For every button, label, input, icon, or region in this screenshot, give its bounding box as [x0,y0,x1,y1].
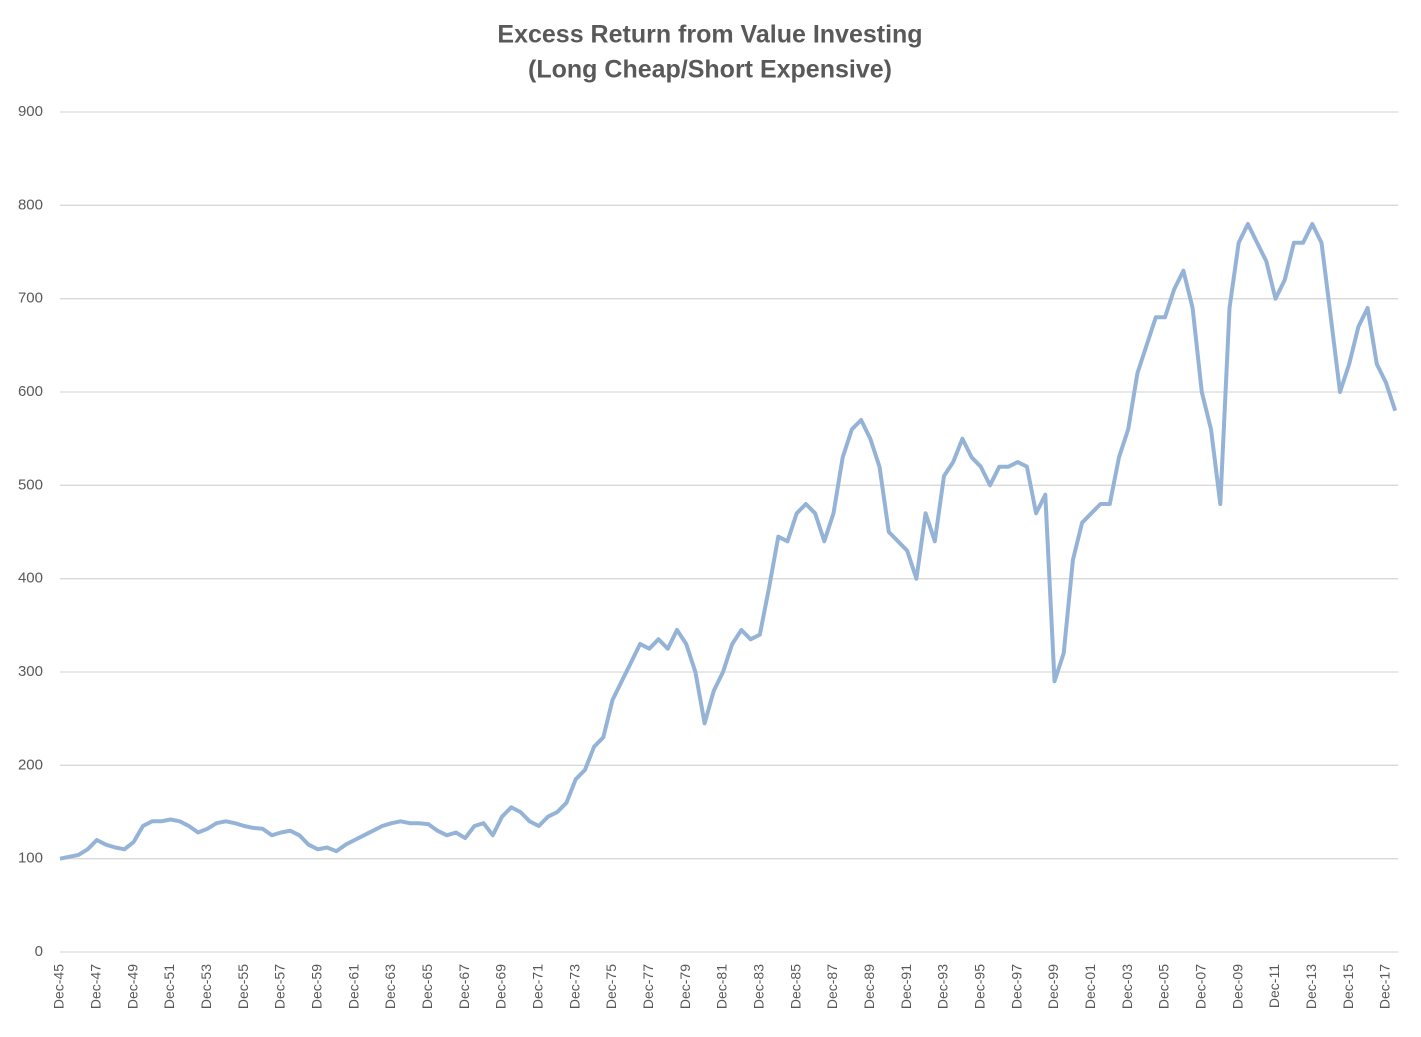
y-tick-label: 400 [18,570,43,587]
y-tick-label: 600 [18,383,43,400]
x-tick-label: Dec-07 [1193,964,1209,1009]
x-tick-label: Dec-87 [824,964,840,1009]
x-tick-label: Dec-09 [1229,964,1245,1009]
x-tick-label: Dec-47 [88,964,104,1009]
x-tick-label: Dec-67 [456,964,472,1009]
x-tick-label: Dec-59 [309,964,325,1009]
x-tick-label: Dec-95 [972,964,988,1009]
x-tick-label: Dec-13 [1303,964,1319,1009]
x-tick-label: Dec-11 [1266,964,1282,1008]
y-tick-label: 500 [18,476,43,493]
x-tick-label: Dec-97 [1008,964,1024,1009]
x-tick-label: Dec-81 [714,964,730,1009]
y-tick-label: 100 [18,850,43,867]
y-tick-label: 800 [18,196,43,213]
x-tick-label: Dec-75 [603,964,619,1009]
y-tick-label: 200 [18,756,43,773]
x-tick-label: Dec-57 [272,964,288,1009]
x-tick-label: Dec-73 [566,964,582,1009]
chart-title: Excess Return from Value Investing [497,21,922,49]
x-tick-label: Dec-63 [382,964,398,1009]
x-tick-label: Dec-77 [640,964,656,1009]
y-tick-label: 300 [18,663,43,680]
x-tick-label: Dec-61 [345,964,361,1009]
x-tick-label: Dec-53 [198,964,214,1009]
x-tick-label: Dec-17 [1377,964,1393,1009]
x-tick-label: Dec-65 [419,964,435,1009]
x-tick-label: Dec-71 [530,964,546,1009]
x-tick-label: Dec-49 [124,964,140,1009]
x-tick-label: Dec-83 [751,964,767,1009]
x-tick-label: Dec-79 [677,964,693,1009]
x-tick-label: Dec-05 [1156,964,1172,1009]
x-tick-label: Dec-01 [1082,964,1098,1009]
y-tick-label: 0 [35,943,43,960]
x-tick-label: Dec-55 [235,964,251,1009]
x-tick-label: Dec-91 [898,964,914,1009]
x-tick-label: Dec-85 [787,964,803,1009]
x-tick-label: Dec-99 [1045,964,1061,1009]
x-tick-label: Dec-89 [861,964,877,1009]
x-tick-label: Dec-15 [1340,964,1356,1009]
x-tick-label: Dec-03 [1119,964,1135,1009]
x-tick-label: Dec-51 [161,964,177,1009]
y-tick-label: 700 [18,290,43,307]
x-tick-label: Dec-45 [51,964,67,1009]
y-tick-label: 900 [18,103,43,120]
x-tick-label: Dec-93 [935,964,951,1009]
x-tick-label: Dec-69 [493,964,509,1009]
data-line [59,222,1398,861]
chart-subtitle: (Long Cheap/Short Expensive) [528,56,892,84]
